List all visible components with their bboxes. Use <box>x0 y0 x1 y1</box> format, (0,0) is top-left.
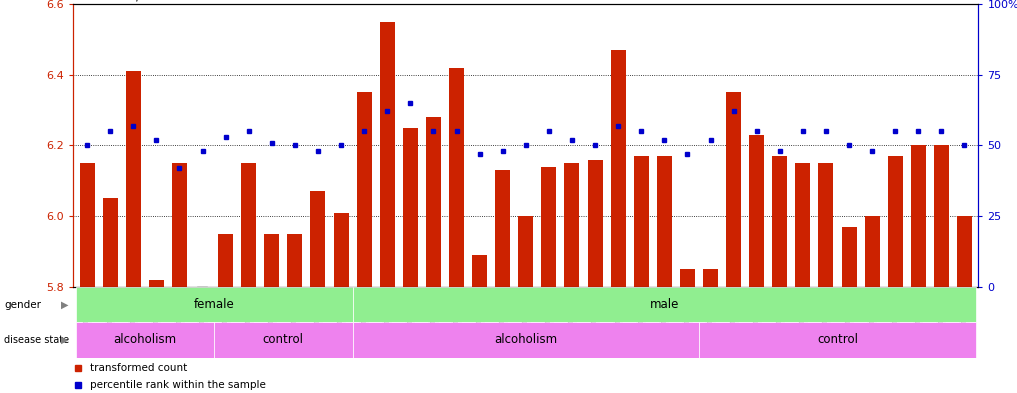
Bar <box>79 163 95 287</box>
Text: ▶: ▶ <box>61 299 68 310</box>
Text: percentile rank within the sample: percentile rank within the sample <box>89 380 265 390</box>
Bar <box>334 213 349 287</box>
Bar <box>819 163 834 287</box>
Bar <box>841 227 856 287</box>
Text: GDS4879 / 8003158: GDS4879 / 8003158 <box>73 0 200 3</box>
Bar <box>450 68 464 287</box>
Text: male: male <box>650 298 679 311</box>
Bar <box>564 163 580 287</box>
Bar <box>541 167 556 287</box>
Bar <box>864 216 880 287</box>
Text: transformed count: transformed count <box>89 362 187 373</box>
Bar <box>218 234 233 287</box>
Text: ▶: ▶ <box>61 335 68 345</box>
Bar <box>472 255 487 287</box>
Bar <box>610 50 625 287</box>
Bar <box>357 92 371 287</box>
Bar <box>75 287 353 322</box>
Bar <box>148 280 164 287</box>
Bar <box>264 234 280 287</box>
Bar <box>172 163 187 287</box>
Text: control: control <box>262 333 304 347</box>
Bar <box>103 198 118 287</box>
Bar <box>634 156 649 287</box>
Bar <box>288 234 302 287</box>
Bar <box>353 322 699 358</box>
Bar <box>403 128 418 287</box>
Bar <box>379 22 395 287</box>
Bar <box>750 135 764 287</box>
Text: alcoholism: alcoholism <box>113 333 176 347</box>
Bar <box>957 216 972 287</box>
Bar <box>495 170 511 287</box>
Text: alcoholism: alcoholism <box>494 333 557 347</box>
Text: female: female <box>193 298 235 311</box>
Bar <box>310 191 325 287</box>
Bar <box>726 92 741 287</box>
Bar <box>241 163 256 287</box>
Text: control: control <box>817 333 858 347</box>
Bar <box>680 269 695 287</box>
Bar <box>795 163 811 287</box>
Bar <box>888 156 903 287</box>
Bar <box>214 322 353 358</box>
Bar <box>126 71 140 287</box>
Bar <box>657 156 672 287</box>
Bar <box>934 145 949 287</box>
Bar <box>699 322 976 358</box>
Bar <box>353 287 976 322</box>
Text: gender: gender <box>4 299 41 310</box>
Bar <box>772 156 787 287</box>
Bar <box>519 216 533 287</box>
Bar <box>911 145 925 287</box>
Bar <box>703 269 718 287</box>
Text: disease state: disease state <box>4 335 69 345</box>
Bar <box>588 160 602 287</box>
Bar <box>75 322 214 358</box>
Bar <box>426 117 441 287</box>
